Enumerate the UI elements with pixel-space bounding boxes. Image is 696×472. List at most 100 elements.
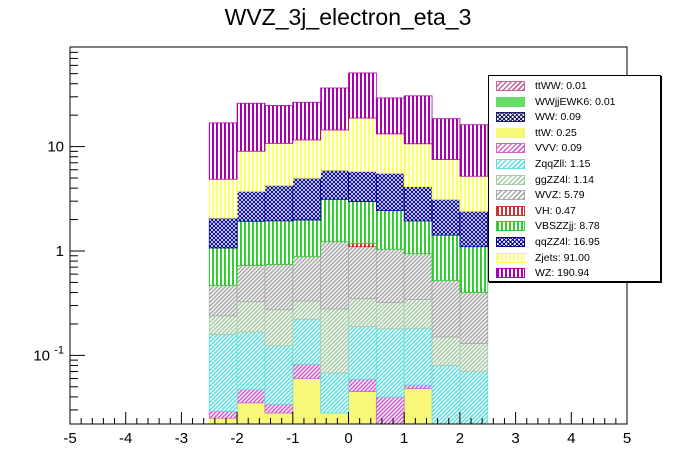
bar-wz-bin-7	[403, 95, 433, 145]
legend-swatch	[496, 174, 525, 185]
series-zqqzll	[208, 318, 489, 425]
bar-ggzz4l-bin-1	[236, 301, 266, 333]
bar-ggzz4l-bin-4	[320, 308, 349, 374]
x-axis: -5 -4 -3 -2 -1 0 1 2 3 4 5	[63, 412, 631, 447]
bar-zjets2-bin-6	[375, 133, 405, 174]
legend-entry: Zjets: 91.00	[493, 251, 658, 266]
legend-entry: VVV: 0.09	[493, 141, 658, 156]
bar-zjets2-bin-7	[403, 143, 433, 187]
bar-vbszzjj-bin-0	[208, 247, 238, 286]
bar-wvz-bin-8	[431, 280, 461, 338]
bar-zqqzll-bin-2	[264, 345, 294, 405]
bar-zjets2-bin-0	[208, 178, 238, 219]
x-tick-label: -5	[63, 430, 76, 447]
legend-swatch	[496, 221, 525, 232]
bar-qqzz4l-bin-0	[208, 217, 238, 249]
legend-label: VVV: 0.09	[535, 142, 582, 155]
x-tick-label: -4	[119, 430, 132, 447]
legend-swatch	[496, 96, 525, 107]
bar-wvz-bin-4	[320, 241, 349, 310]
bar-wz-bin-8	[431, 118, 461, 160]
legend-entry: WWjjEWK6: 0.01	[493, 95, 658, 110]
x-tick-label: 0	[344, 430, 352, 447]
y-tick-label: 10	[33, 347, 50, 364]
bar-wvz-bin-1	[236, 265, 266, 303]
bar-qqzz4l-bin-7	[403, 186, 433, 222]
legend-entry: ZqqZll: 1.15	[493, 157, 658, 172]
legend-entry: ttWW: 0.01	[493, 79, 658, 94]
bar-vvv-bin-6	[375, 396, 405, 425]
legend-label: ttW: 0.25	[535, 126, 577, 139]
bar-zqqzll-bin-1	[236, 331, 266, 390]
bar-vh-bin-5	[348, 243, 377, 248]
bar-zqqzll-bin-5	[348, 326, 377, 380]
bar-vbszzjj-bin-1	[236, 220, 266, 266]
legend-entry: qqZZ4l: 16.95	[493, 235, 658, 250]
x-tick-label: 3	[511, 430, 519, 447]
bar-zqqzll-bin-0	[208, 333, 238, 412]
bar-qqzz4l-bin-9	[459, 210, 489, 248]
bar-ggzz4l-bin-5	[348, 298, 377, 327]
bar-zjets2-bin-5	[348, 117, 377, 172]
series-wvz	[208, 241, 489, 344]
bar-zjets2-bin-4	[320, 129, 349, 171]
bar-ggzz4l-bin-6	[375, 302, 405, 330]
legend-swatch	[496, 159, 525, 169]
bar-vbszzjj-bin-4	[320, 198, 349, 243]
bar-vbszzjj-bin-5	[348, 201, 377, 244]
bar-zqqzll-bin-4	[320, 372, 349, 414]
bar-wvz-bin-3	[292, 256, 322, 302]
legend-entry: ggZZ4l: 1.14	[493, 173, 658, 188]
bar-qqzz4l-bin-5	[348, 171, 377, 202]
bar-qqzz4l-bin-6	[375, 172, 405, 211]
bar-vbszzjj-bin-3	[292, 219, 322, 258]
x-tick-label: -3	[175, 430, 188, 447]
legend-swatch	[496, 237, 525, 247]
bar-qqzz4l-bin-1	[236, 190, 266, 222]
legend-swatch	[496, 205, 525, 216]
y-tick-exponent: -1	[54, 344, 64, 356]
legend-label: qqZZ4l: 16.95	[535, 236, 600, 248]
series-zjets2	[208, 117, 489, 219]
bar-wz-bin-0	[208, 122, 238, 180]
bar-wz-bin-2	[264, 105, 294, 144]
legend-swatch	[496, 127, 525, 138]
bar-ggzz4l-bin-7	[403, 299, 433, 329]
bar-wz-bin-4	[320, 87, 349, 131]
bar-ttw-bin-0	[208, 417, 238, 425]
x-tick-label: 4	[567, 430, 575, 447]
bar-zqqzll-bin-6	[375, 328, 405, 398]
legend-label: ttWW: 0.01	[535, 80, 587, 92]
bar-ttw-bin-5	[348, 391, 377, 425]
series-vbszzjj	[208, 198, 489, 293]
bar-zjets2-bin-2	[264, 142, 294, 186]
bar-ggzz4l-bin-0	[208, 315, 238, 335]
x-tick-label: 2	[456, 430, 464, 447]
legend-label: WW: 0.09	[535, 111, 581, 124]
bar-vvv-bin-1	[236, 389, 266, 404]
legend-label: WZ: 190.94	[535, 267, 590, 280]
bar-qqzz4l-bin-2	[264, 185, 294, 222]
legend-label: ZqqZll: 1.15	[535, 158, 591, 170]
bar-wz-bin-3	[292, 101, 322, 141]
bar-wz-bin-9	[459, 124, 489, 177]
bar-wvz-bin-6	[375, 248, 405, 304]
bar-vbszzjj-bin-9	[459, 246, 489, 293]
chart-title: WVZ_3j_electron_eta_3	[224, 4, 472, 30]
bar-ggzz4l-bin-2	[264, 309, 294, 347]
bar-qqzz4l-bin-4	[320, 169, 349, 200]
x-tick-label: 1	[400, 430, 408, 447]
bar-qqzz4l-bin-8	[431, 199, 461, 236]
legend: ttWW: 0.01 WWjjEWK6: 0.01 WW: 0.09 ttW: 0.2…	[488, 75, 661, 282]
bar-zqqzll-bin-7	[403, 327, 433, 386]
bar-zqqzll-bin-9	[459, 371, 489, 425]
legend-entry: WZ: 190.94	[493, 266, 658, 281]
bar-vbszzjj-bin-6	[375, 210, 405, 250]
legend-entry: VBSZZjj: 8.78	[493, 219, 658, 234]
bar-vvv-bin-5	[348, 378, 377, 392]
bar-vvv-bin-0	[208, 411, 238, 419]
bar-ttw-bin-4	[320, 412, 349, 425]
x-tick-label: 5	[623, 430, 631, 447]
bar-zjets2-bin-3	[292, 139, 322, 179]
